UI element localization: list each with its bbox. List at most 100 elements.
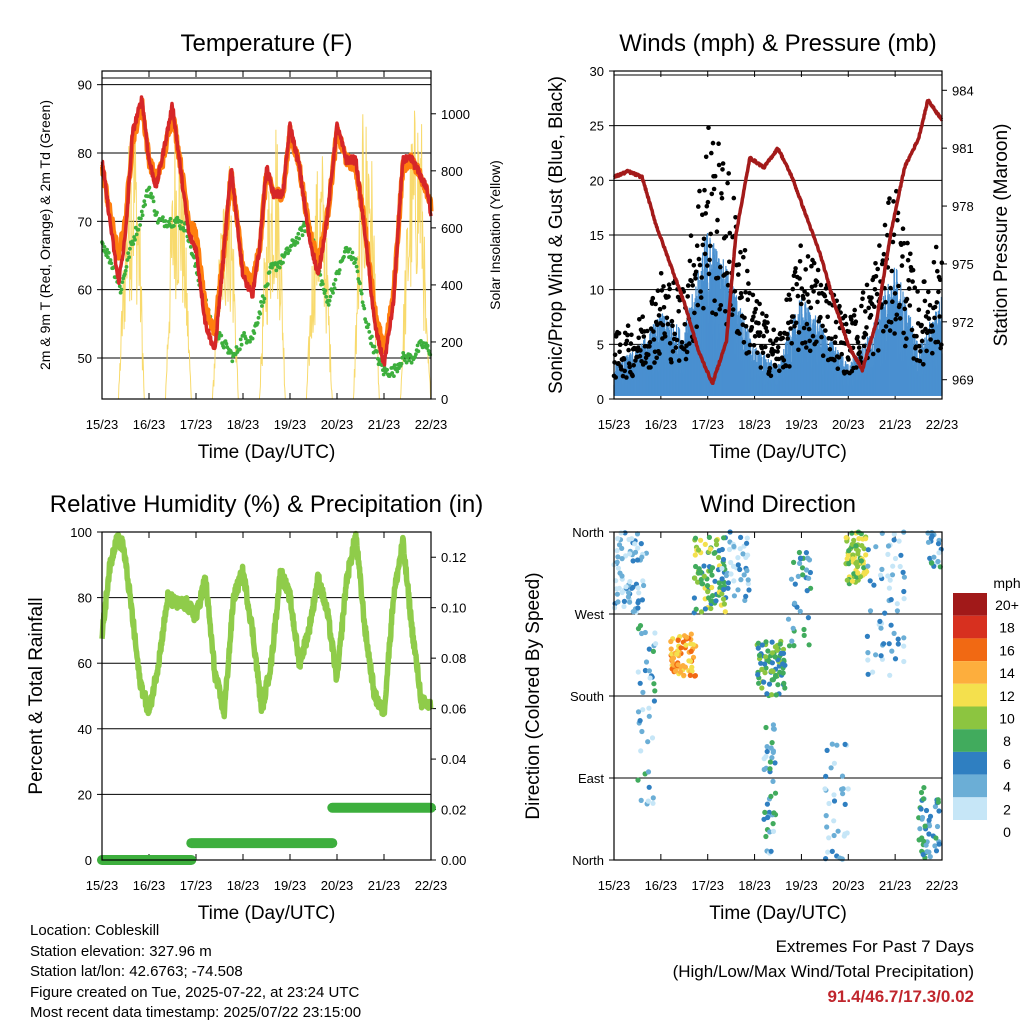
wind-gust-point <box>835 366 841 372</box>
wind-direction-point <box>740 551 746 557</box>
wind-direction-point <box>826 800 832 807</box>
chart-2-xtick-label: 16/23 <box>133 878 166 893</box>
dewpoint-point <box>106 250 111 255</box>
wind-gust-point <box>860 296 865 302</box>
chart-0-xtick-label: 21/23 <box>368 417 401 432</box>
colorbar-label: 2 <box>1003 801 1011 817</box>
dewpoint-point <box>139 216 143 221</box>
wind-gust-point <box>652 360 657 365</box>
wind-direction-point <box>696 566 702 572</box>
dewpoint-point <box>125 258 130 262</box>
dewpoint-point <box>342 249 347 254</box>
wind-gust-point <box>934 300 940 305</box>
wind-direction-point <box>765 648 771 654</box>
wind-direction-point <box>892 656 899 662</box>
wind-gust-point <box>676 309 681 314</box>
wind-gust-point <box>859 303 864 309</box>
wind-direction-point <box>768 793 774 800</box>
wind-gust-point <box>672 331 677 337</box>
wind-gust-point <box>701 236 707 242</box>
wind-direction-point <box>764 691 770 697</box>
wind-direction-point <box>763 665 769 671</box>
wind-gust-point <box>829 336 834 342</box>
wind-gust-point <box>768 338 773 343</box>
wind-gust-point <box>637 317 642 322</box>
wind-gust-point <box>683 356 689 362</box>
dewpoint-point <box>359 291 364 296</box>
wind-gust-point <box>732 289 738 294</box>
chart-1-ytick-label: 15 <box>590 228 604 243</box>
wind-direction-point <box>684 634 690 640</box>
wind-direction-point <box>713 538 720 544</box>
dewpoint-point <box>337 271 341 276</box>
chart-1-ytick-label: 30 <box>590 64 604 79</box>
wind-gust-point <box>836 355 842 360</box>
wind-gust-point <box>791 314 796 319</box>
wind-direction-point <box>921 785 927 791</box>
wind-direction-point <box>763 654 769 660</box>
wind-direction-point <box>881 641 887 647</box>
chart-3-ytick-label: East <box>578 771 604 786</box>
wind-direction-point <box>689 668 695 674</box>
wind-gust-point <box>818 282 824 288</box>
wind-direction-point <box>761 679 767 685</box>
wind-gust-point <box>806 326 812 332</box>
wind-gust-point <box>932 304 938 310</box>
wind-gust-point <box>670 323 675 329</box>
wind-direction-point <box>716 580 722 586</box>
station-pressure-line <box>612 98 944 386</box>
dewpoint-point <box>147 185 152 190</box>
wind-direction-point <box>790 625 796 631</box>
wind-direction-point <box>637 718 643 724</box>
wind-direction-point <box>885 551 891 558</box>
wind-gust-point <box>899 263 905 268</box>
wind-gust-point <box>705 263 710 268</box>
wind-gust-point <box>820 323 825 329</box>
wind-direction-point <box>772 760 778 766</box>
wind-direction-point <box>831 792 837 798</box>
chart-3-xtick-label: 16/23 <box>645 878 678 893</box>
wind-direction-point <box>846 548 852 554</box>
wind-gust-point <box>712 173 718 179</box>
wind-direction-point <box>698 609 705 615</box>
dewpoint-point <box>414 352 418 357</box>
wind-direction-point <box>701 563 707 569</box>
wind-direction-point <box>634 531 641 537</box>
wind-direction-point <box>716 554 722 561</box>
wind-direction-point <box>842 801 848 808</box>
wind-direction-point <box>901 658 907 665</box>
wind-gust-point <box>736 272 741 277</box>
wind-direction-point <box>615 554 621 560</box>
dewpoint-point <box>375 349 379 354</box>
dewpoint-point <box>293 243 297 247</box>
wind-direction-point <box>743 593 749 600</box>
wind-direction-point <box>926 849 932 855</box>
wind-direction-point <box>797 560 803 567</box>
wind-gust-point <box>698 295 704 300</box>
elevation-text: Station elevation: 327.96 m <box>30 942 212 960</box>
wind-gust-point <box>926 316 932 321</box>
dewpoint-point <box>328 294 333 299</box>
chart-1-y2tick-label: 975 <box>952 257 974 272</box>
wind-direction-point <box>890 563 896 569</box>
wind-direction-point <box>932 843 938 849</box>
wind-gust-point <box>693 269 699 275</box>
wind-gust-point <box>856 345 862 350</box>
colorbar-swatch <box>953 774 987 798</box>
wind-direction-point <box>855 570 861 576</box>
dewpoint-point <box>385 367 389 372</box>
chart-1-y2tick-label: 972 <box>952 315 974 330</box>
dewpoint-point <box>126 251 131 256</box>
dewpoint-point <box>364 320 368 324</box>
wind-direction-point <box>862 571 868 577</box>
wind-direction-point <box>767 766 773 772</box>
wind-gust-point <box>912 285 918 291</box>
extremes-title: Extremes For Past 7 Days <box>775 937 974 956</box>
wind-gust-point <box>939 342 944 348</box>
wind-direction-point <box>791 559 797 566</box>
wind-gust-point <box>648 365 653 370</box>
wind-direction-point <box>614 559 620 565</box>
wind-direction-point <box>800 572 806 578</box>
chart-3-xtick-label: 17/23 <box>691 878 724 893</box>
chart-0-ytick-label: 90 <box>78 78 92 93</box>
